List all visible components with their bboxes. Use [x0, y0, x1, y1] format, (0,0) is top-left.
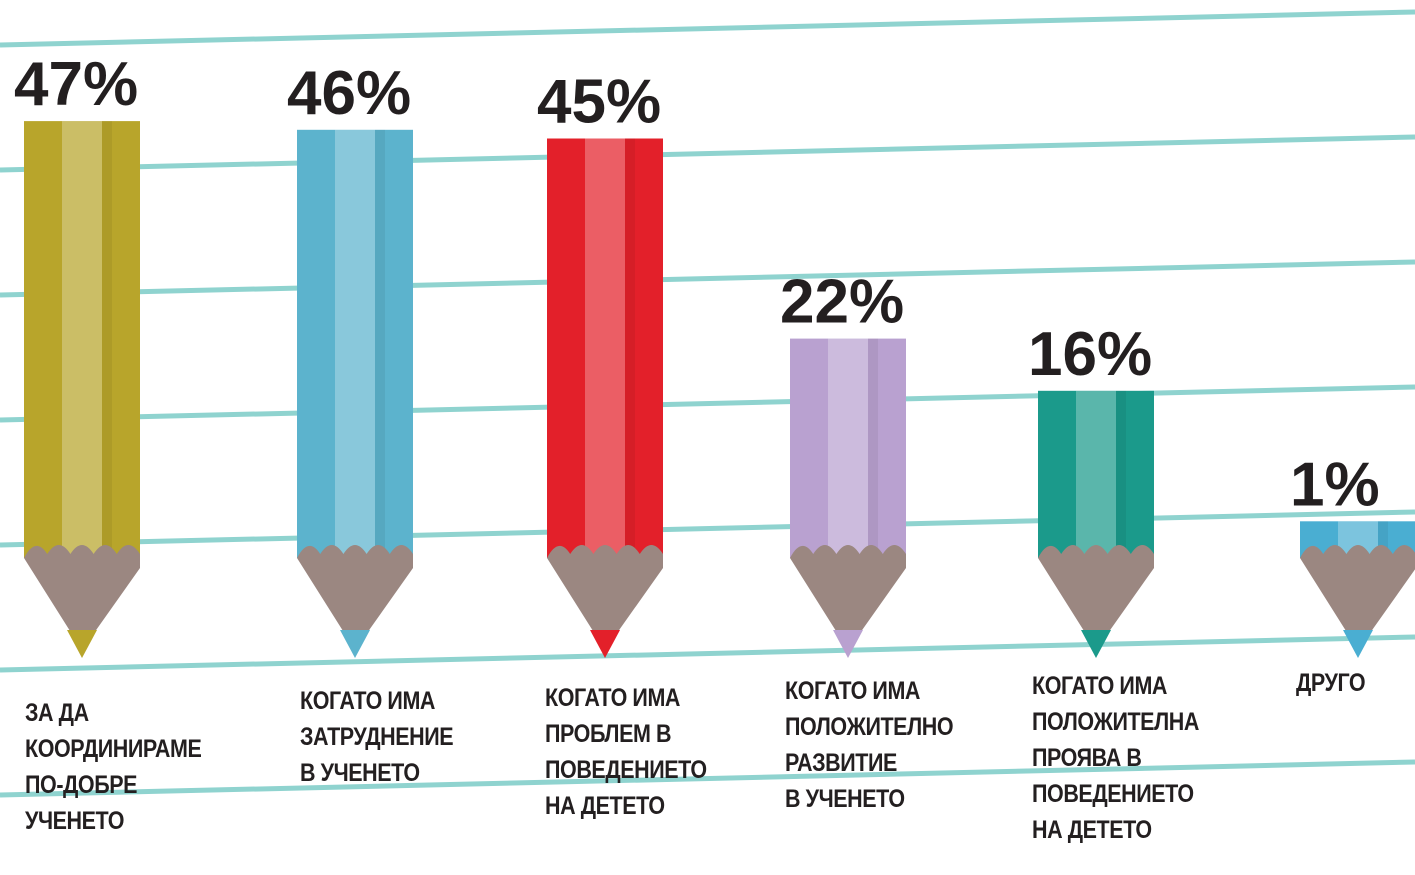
pencil-stripe — [375, 130, 385, 558]
pencil-lead — [833, 630, 863, 658]
pencil-stripe — [335, 130, 375, 558]
pencil-stripe — [828, 339, 868, 558]
pencil-stripe — [1076, 391, 1116, 558]
rule-line — [0, 137, 1415, 170]
value-label: 46% — [287, 59, 411, 128]
rule-line — [0, 637, 1415, 670]
value-label: 45% — [537, 68, 661, 137]
infographic: 47% 46% 45% 22% 16% 1% ЗА ДА КООРДИНИРАМЕ ПО-… — [0, 0, 1415, 875]
pencil-stripe — [585, 139, 625, 559]
category-label: КОГАТО ИМА ПРОБЛЕМ В ПОВЕДЕНИЕТО НА ДЕТЕ… — [545, 680, 760, 824]
value-label: 1% — [1290, 450, 1380, 519]
category-label: ЗА ДА КООРДИНИРАМЕ ПО-ДОБРЕ УЧЕНЕТО — [25, 695, 240, 839]
pencil-lead — [1343, 630, 1373, 658]
pencil-lead — [67, 630, 97, 658]
rule-line — [0, 387, 1415, 420]
rule-line — [0, 262, 1415, 295]
rule-line — [0, 12, 1415, 45]
pencil-stripe — [868, 339, 878, 558]
category-label: КОГАТО ИМА ЗАТРУДНЕНИЕ В УЧЕНЕТО — [300, 683, 515, 791]
pencil-lead — [340, 630, 370, 658]
category-label: ДРУГО — [1296, 665, 1415, 701]
value-label: 16% — [1028, 320, 1152, 389]
category-label: КОГАТО ИМА ПОЛОЖИТЕЛНО РАЗВИТИЕ В УЧЕНЕТ… — [785, 673, 1000, 817]
pencil-stripe — [102, 121, 112, 558]
value-label: 47% — [14, 50, 138, 119]
category-label: КОГАТО ИМА ПОЛОЖИТЕЛНА ПРОЯВА В ПОВЕДЕНИ… — [1032, 668, 1247, 848]
pencil-stripe — [62, 121, 102, 558]
pencil-stripe — [625, 139, 635, 559]
value-label: 22% — [780, 268, 904, 337]
rule-line — [0, 512, 1415, 545]
pencil-stripe — [1116, 391, 1126, 558]
